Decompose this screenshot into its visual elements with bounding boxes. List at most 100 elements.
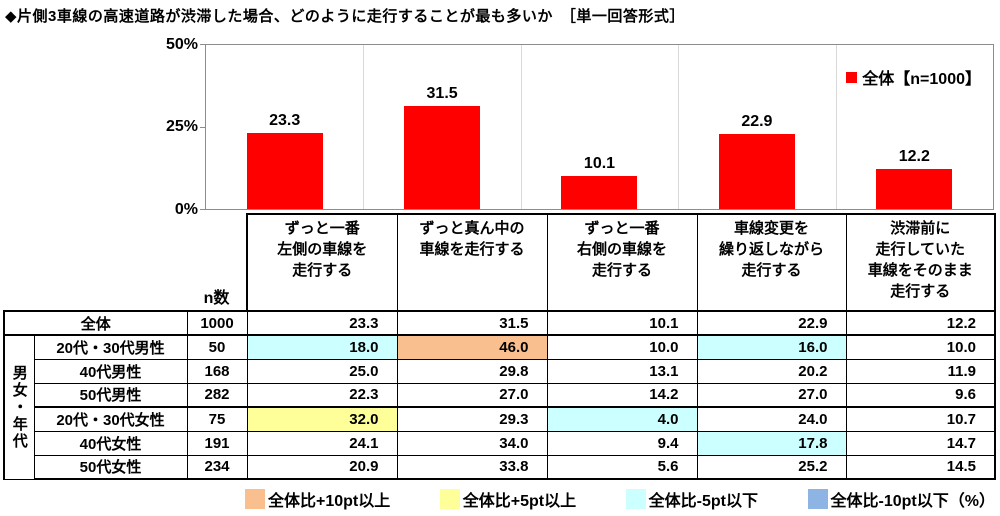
value-cell: 20.2	[696, 358, 847, 384]
column-header-3: ずっと一番 右側の車線を 走行する	[546, 213, 698, 312]
n-count: 234	[186, 454, 248, 480]
value-cell: 14.2	[546, 382, 698, 408]
row-label: 20代・30代女性	[33, 406, 188, 432]
value-cell: 9.6	[845, 382, 996, 408]
y-tick	[200, 127, 206, 128]
row-label: 50代女性	[33, 454, 188, 480]
legend-item-minus5: 全体比-5pt以下	[625, 487, 758, 511]
value-cell: 24.1	[246, 430, 398, 456]
value-cell: 27.0	[396, 382, 548, 408]
value-cell: 16.0	[696, 334, 847, 360]
bar	[404, 105, 481, 209]
value-cell: 23.3	[246, 310, 398, 336]
bar	[718, 133, 795, 209]
column-header-1: ずっと一番 左側の車線を 走行する	[246, 213, 398, 312]
y-axis-label-25: 25%	[165, 118, 198, 135]
value-cell: 25.2	[696, 454, 847, 480]
value-cell: 10.0	[546, 334, 698, 360]
value-cell: 11.9	[845, 358, 996, 384]
gridline	[835, 45, 837, 209]
legend-item-label: 全体比-5pt以下	[648, 493, 758, 510]
legend-item-plus10: 全体比+10pt以上	[245, 487, 390, 511]
bar-value-label: 10.1	[583, 154, 616, 172]
table-row: 50代男性 282 22.3 27.0 14.2 27.0 9.6	[4, 382, 996, 408]
n-count: 1000	[186, 310, 248, 336]
row-label: 40代男性	[33, 358, 188, 384]
table-header-row: n数 ずっと一番 左側の車線を 走行する ずっと真ん中の 車線を走行する ずっと…	[4, 213, 996, 312]
orange-swatch-icon	[245, 489, 265, 509]
cyan-swatch-icon	[625, 489, 646, 509]
value-cell: 9.4	[546, 430, 698, 456]
table-row: 40代女性 191 24.1 34.0 9.4 17.8 14.7	[4, 430, 996, 456]
highlight-legend: 全体比+10pt以上 全体比+5pt以上 全体比-5pt以下 全体比-10pt以…	[245, 487, 995, 511]
value-cell: 18.0	[246, 334, 398, 360]
bar-group-2: 31.5	[363, 45, 520, 209]
table-row: 男女・年代 20代・30代男性 50 18.0 46.0 10.0 16.0 1…	[3, 334, 996, 480]
table-row: 50代女性 234 20.9 33.8 5.6 25.2 14.5	[4, 454, 996, 480]
legend-item-plus5: 全体比+5pt以上	[439, 487, 577, 511]
row-group-label: 男女・年代	[3, 334, 35, 480]
n-count: 282	[186, 382, 248, 408]
value-cell: 20.9	[246, 454, 398, 480]
value-cell: 13.1	[546, 358, 698, 384]
value-cell: 29.3	[396, 406, 548, 432]
legend-item-label: 全体比-10pt以下（%）	[830, 493, 995, 510]
legend-item-label: 全体比+5pt以上	[462, 493, 577, 510]
n-count: 191	[186, 430, 248, 456]
y-tick	[200, 44, 206, 45]
row-label: 20代・30代男性	[33, 334, 188, 360]
bar	[561, 175, 638, 209]
crosstab-table: n数 ずっと一番 左側の車線を 走行する ずっと真ん中の 車線を走行する ずっと…	[3, 213, 996, 480]
gridline	[363, 45, 365, 209]
table-row: 40代男性 168 25.0 29.8 13.1 20.2 11.9	[4, 358, 996, 384]
bar	[246, 132, 323, 209]
gridline	[520, 45, 522, 209]
table-row: 20代・30代女性 75 32.0 29.3 4.0 24.0 10.7	[4, 406, 996, 432]
value-cell: 46.0	[396, 334, 548, 360]
row-label: 40代女性	[33, 430, 188, 456]
value-cell: 12.2	[845, 310, 996, 336]
column-header-2: ずっと真ん中の 車線を走行する	[396, 213, 548, 312]
header-spacer	[4, 214, 187, 311]
chart-legend: 全体【n=1000】	[846, 65, 981, 89]
bar-group-4: 22.9	[678, 45, 835, 209]
y-axis-label-0: 0%	[174, 201, 198, 218]
bar-value-label: 31.5	[426, 84, 458, 102]
yellow-swatch-icon	[439, 489, 460, 509]
value-cell: 17.8	[696, 430, 847, 456]
bar-value-label: 22.9	[741, 112, 773, 130]
blue-swatch-icon	[807, 489, 828, 509]
n-count: 75	[186, 406, 248, 432]
value-cell: 34.0	[396, 430, 548, 456]
bar-chart-plot: 23.3 31.5 10.1 22.9 12.2 全体【n=1000】	[200, 44, 994, 210]
value-cell: 32.0	[246, 406, 398, 432]
value-cell: 22.9	[696, 310, 847, 336]
n-count-header: n数	[203, 290, 230, 307]
value-cell: 14.5	[845, 454, 996, 480]
value-cell: 22.3	[246, 382, 398, 408]
bar-group-1: 23.3	[206, 45, 363, 209]
value-cell: 29.8	[396, 358, 548, 384]
bar-value-label: 12.2	[898, 147, 930, 165]
value-cell: 24.0	[696, 406, 847, 432]
gridline	[678, 45, 680, 209]
column-header-4: 車線変更を 繰り返しながら 走行する	[696, 213, 847, 312]
legend-swatch-icon	[846, 71, 858, 83]
value-cell: 14.7	[845, 430, 996, 456]
legend-item-label: 全体比+10pt以上	[268, 493, 391, 510]
value-cell: 25.0	[246, 358, 398, 384]
n-count: 50	[186, 334, 248, 360]
bar	[876, 168, 953, 209]
row-label: 50代男性	[33, 382, 188, 408]
table-row-total: 全体 1000 23.3 31.5 10.1 22.9 12.2	[3, 310, 996, 336]
legend-item-minus10: 全体比-10pt以下（%）	[807, 487, 995, 511]
value-cell: 31.5	[396, 310, 548, 336]
bar-group-3: 10.1	[521, 45, 678, 209]
y-tick	[200, 209, 206, 210]
bar-value-label: 23.3	[269, 111, 301, 129]
bar-group-5: 12.2	[836, 45, 993, 209]
value-cell: 10.1	[546, 310, 698, 336]
value-cell: 27.0	[696, 382, 847, 408]
value-cell: 33.8	[396, 454, 548, 480]
